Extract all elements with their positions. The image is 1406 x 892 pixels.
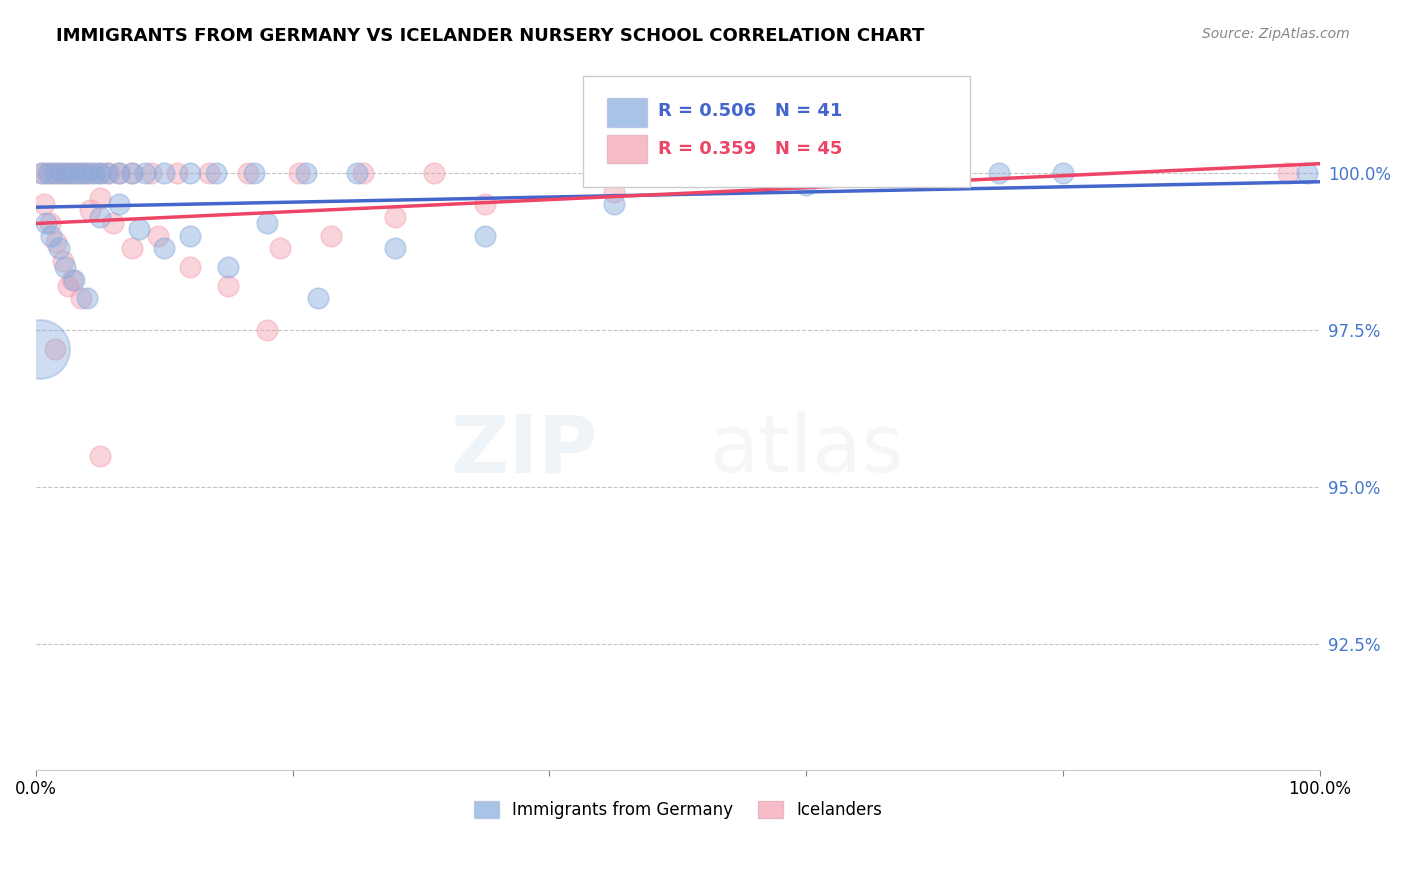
Point [41,228,63,243]
Point [288,166,311,180]
Point [79,203,101,218]
Point [1277,166,1299,180]
Point [384,241,406,255]
Point [30,166,52,180]
Point [236,166,259,180]
Point [179,260,201,274]
Point [96,166,118,180]
Text: ZIP: ZIP [450,411,598,490]
Point [44,342,66,356]
Point [101,216,124,230]
Point [153,241,176,255]
Point [121,241,143,255]
Point [218,279,240,293]
Point [1295,166,1317,180]
Point [243,166,266,180]
Point [37,166,59,180]
Point [924,166,946,180]
Point [134,166,156,180]
Point [28,342,51,356]
Point [166,166,188,180]
Point [269,241,291,255]
Point [89,449,111,463]
Point [89,210,111,224]
Text: R = 0.359   N = 45: R = 0.359 N = 45 [658,140,842,158]
Point [146,228,169,243]
Point [153,166,176,180]
Point [60,272,83,286]
Point [53,166,76,180]
Point [423,166,446,180]
Point [384,210,406,224]
Point [59,166,82,180]
Point [108,197,131,211]
Point [70,166,93,180]
Text: IMMIGRANTS FROM GERMANY VS ICELANDER NURSERY SCHOOL CORRELATION CHART: IMMIGRANTS FROM GERMANY VS ICELANDER NUR… [56,27,925,45]
Point [256,216,278,230]
Point [98,166,121,180]
Point [121,166,143,180]
Point [45,235,67,249]
Text: atlas: atlas [709,411,904,490]
Point [307,292,329,306]
Point [179,228,201,243]
Point [141,166,163,180]
Point [35,216,58,230]
Point [66,166,89,180]
Point [108,166,131,180]
Point [602,197,624,211]
Legend: Immigrants from Germany, Icelanders: Immigrants from Germany, Icelanders [467,794,889,826]
Point [794,178,817,193]
Point [48,166,70,180]
Point [80,166,103,180]
Point [256,323,278,337]
Point [56,279,79,293]
Point [474,228,496,243]
Point [41,166,63,180]
Point [83,166,105,180]
Point [294,166,316,180]
Point [52,253,75,268]
Point [38,166,60,180]
Point [70,292,93,306]
Point [89,191,111,205]
Point [128,222,150,236]
Point [76,292,98,306]
Point [51,166,73,180]
Text: R = 0.506   N = 41: R = 0.506 N = 41 [658,103,842,120]
Point [56,166,79,180]
Point [198,166,221,180]
Point [352,166,374,180]
Point [474,197,496,211]
Point [48,241,70,255]
Point [108,166,131,180]
Point [179,166,201,180]
Point [987,166,1010,180]
Point [76,166,98,180]
Point [44,166,66,180]
Point [121,166,143,180]
Point [55,260,77,274]
Point [73,166,96,180]
Point [32,197,55,211]
Point [31,166,53,180]
Point [1052,166,1074,180]
Point [89,166,111,180]
Point [756,172,779,186]
Point [602,185,624,199]
Text: Source: ZipAtlas.com: Source: ZipAtlas.com [1202,27,1350,41]
Point [89,166,111,180]
Point [346,166,368,180]
Point [63,272,86,286]
Point [321,228,343,243]
Point [204,166,226,180]
Point [218,260,240,274]
Point [63,166,86,180]
Point [39,216,62,230]
